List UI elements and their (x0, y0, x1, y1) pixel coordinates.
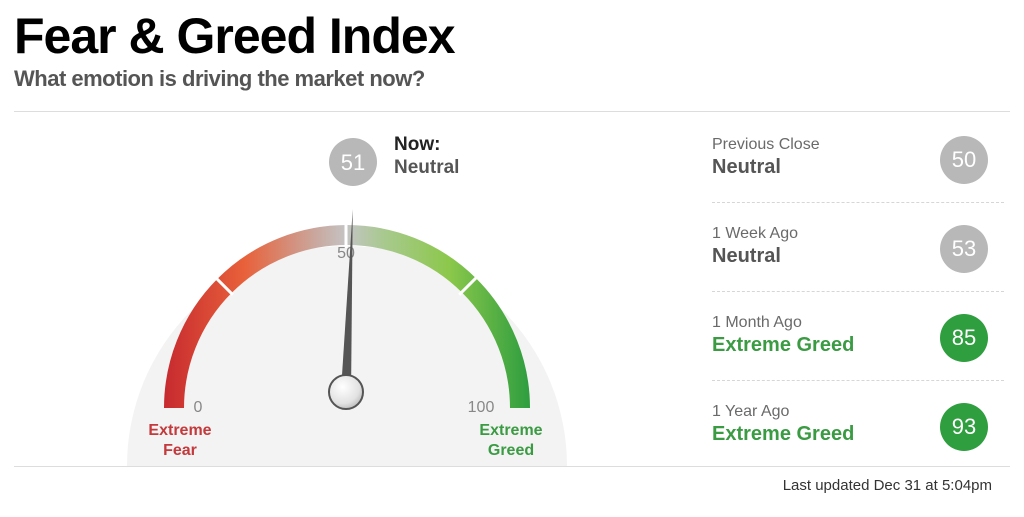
page-title: Fear & Greed Index (14, 8, 455, 64)
dial-min-label: 0 (194, 399, 203, 416)
current-value-circle (329, 138, 377, 186)
history-row-1-year-ago: 1 Year Ago Extreme Greed 93 (712, 381, 1004, 469)
needle-shape (341, 209, 353, 391)
extreme-fear-label: Extreme Fear (148, 422, 212, 459)
dial-max-label: 100 (468, 399, 495, 416)
now-label: Now: (394, 134, 441, 155)
history-rating: Extreme Greed (712, 423, 855, 445)
now-rating: Neutral (394, 157, 460, 178)
segment-separator (209, 271, 234, 296)
history-row-previous-close: Previous Close Neutral 50 (712, 114, 1004, 203)
history-value-circle: 85 (940, 314, 988, 362)
history-value-circle: 93 (940, 403, 988, 451)
last-updated-text: Last updated Dec 31 at 5:04pm (782, 477, 992, 494)
history-period: 1 Week Ago (712, 225, 798, 242)
history-row-1-month-ago: 1 Month Ago Extreme Greed 85 (712, 292, 1004, 381)
header-divider (14, 111, 1010, 112)
history-rating: Neutral (712, 245, 781, 267)
needle-hub (328, 374, 364, 410)
history-list: Previous Close Neutral 50 1 Week Ago Neu… (712, 114, 1004, 469)
history-value-circle: 53 (940, 225, 988, 273)
history-period: Previous Close (712, 136, 820, 153)
history-period: 1 Year Ago (712, 403, 790, 420)
fear-greed-gauge: 0 100 50 51 (127, 138, 567, 466)
history-rating: Extreme Greed (712, 334, 855, 356)
current-value: 51 (341, 150, 365, 175)
extreme-greed-label: Extreme Greed (479, 422, 543, 459)
dial-segment-separators (209, 216, 483, 296)
page-subtitle: What emotion is driving the market now? (14, 66, 425, 91)
segment-separator (458, 271, 483, 296)
history-rating: Neutral (712, 156, 781, 178)
history-period: 1 Month Ago (712, 314, 802, 331)
footer-divider (14, 466, 1010, 467)
gauge-needle (341, 209, 353, 391)
history-row-1-week-ago: 1 Week Ago Neutral 53 (712, 203, 1004, 292)
history-value-circle: 50 (940, 136, 988, 184)
